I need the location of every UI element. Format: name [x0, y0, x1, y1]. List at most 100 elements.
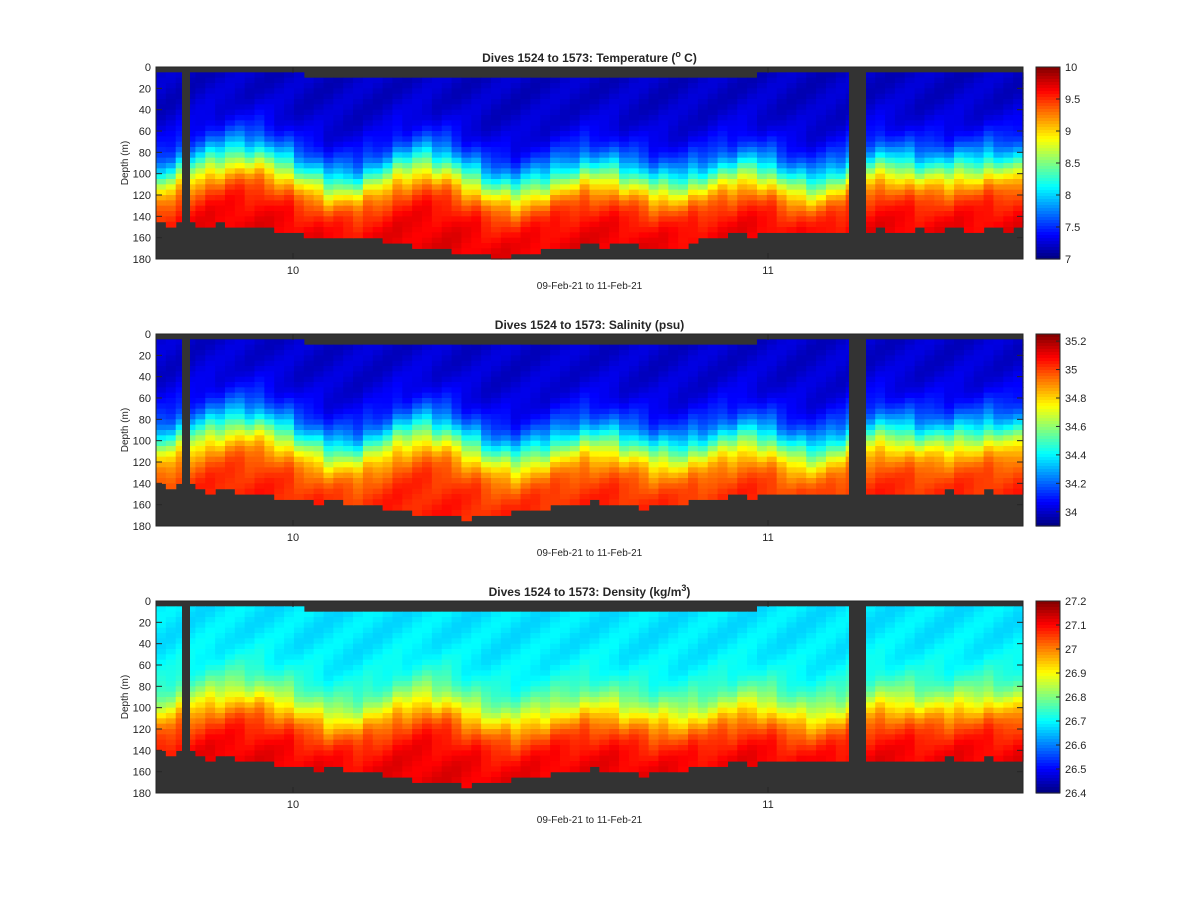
data-cell — [737, 355, 747, 361]
data-cell — [511, 136, 521, 142]
data-cell — [658, 377, 668, 383]
data-cell — [727, 355, 737, 361]
data-column — [934, 72, 944, 233]
data-cell — [205, 382, 215, 388]
data-cell — [629, 142, 639, 148]
data-cell — [718, 473, 728, 479]
data-cell — [225, 211, 235, 217]
data-column — [895, 72, 905, 233]
data-cell — [195, 152, 205, 158]
data-cell — [619, 409, 629, 415]
data-cell — [718, 414, 728, 420]
data-cell — [816, 195, 826, 201]
data-cell — [816, 227, 826, 233]
data-cell — [452, 398, 462, 404]
data-cell — [905, 83, 915, 89]
data-cell — [865, 142, 875, 148]
data-cell — [215, 409, 225, 415]
data-column — [225, 339, 235, 489]
data-cell — [215, 163, 225, 169]
data-cell — [501, 78, 511, 84]
data-cell — [698, 115, 708, 121]
data-cell — [649, 377, 659, 383]
data-cell — [727, 179, 737, 185]
data-cell — [245, 131, 255, 137]
data-cell — [787, 179, 797, 185]
data-cell — [353, 377, 363, 383]
data-cell — [727, 163, 737, 169]
data-cell — [678, 195, 688, 201]
data-cell — [737, 435, 747, 441]
data-cell — [718, 430, 728, 436]
data-cell — [383, 409, 393, 415]
data-cell — [885, 120, 895, 126]
data-cell — [540, 120, 550, 126]
data-cell — [698, 435, 708, 441]
data-cell — [806, 115, 816, 121]
data-cell — [658, 393, 668, 399]
data-cell — [452, 222, 462, 228]
data-cell — [570, 190, 580, 196]
data-cell — [452, 211, 462, 217]
data-cell — [993, 206, 1003, 212]
data-cell — [590, 473, 600, 479]
data-cell — [816, 222, 826, 228]
data-cell — [471, 248, 481, 254]
data-cell — [678, 211, 688, 217]
data-cell — [895, 222, 905, 228]
data-column — [215, 339, 225, 489]
data-cell — [284, 222, 294, 228]
data-cell — [915, 222, 925, 228]
data-cell — [875, 200, 885, 206]
data-cell — [678, 158, 688, 164]
data-cell — [373, 174, 383, 180]
data-cell — [481, 345, 491, 351]
data-cell — [205, 339, 215, 345]
data-cell — [678, 398, 688, 404]
data-cell — [442, 473, 452, 479]
data-cell — [530, 163, 540, 169]
data-cell — [609, 377, 619, 383]
data-cell — [865, 174, 875, 180]
data-cell — [737, 446, 747, 452]
data-cell — [826, 88, 836, 94]
data-cell — [668, 142, 678, 148]
data-cell — [609, 366, 619, 372]
data-cell — [452, 457, 462, 463]
data-cell — [284, 179, 294, 185]
data-cell — [304, 163, 314, 169]
data-cell — [865, 179, 875, 185]
data-cell — [550, 446, 560, 452]
data-cell — [570, 403, 580, 409]
data-cell — [402, 131, 412, 137]
data-cell — [274, 457, 284, 463]
data-cell — [816, 179, 826, 185]
data-cell — [668, 366, 678, 372]
data-cell — [560, 99, 570, 105]
data-cell — [540, 435, 550, 441]
data-cell — [550, 473, 560, 479]
data-cell — [658, 473, 668, 479]
data-cell — [678, 168, 688, 174]
data-cell — [461, 382, 471, 388]
data-cell — [816, 462, 826, 468]
data-cell — [708, 494, 718, 500]
data-cell — [708, 430, 718, 436]
data-cell — [915, 110, 925, 116]
data-cell — [619, 94, 629, 100]
data-cell — [944, 152, 954, 158]
data-cell — [264, 174, 274, 180]
data-cell — [796, 147, 806, 153]
data-cell — [727, 403, 737, 409]
data-cell — [314, 232, 324, 238]
data-cell — [511, 227, 521, 233]
data-cell — [875, 163, 885, 169]
data-cell — [816, 414, 826, 420]
data-cell — [836, 120, 846, 126]
data-cell — [727, 131, 737, 137]
data-cell — [787, 435, 797, 441]
data-cell — [787, 361, 797, 367]
data-cell — [619, 174, 629, 180]
data-cell — [599, 494, 609, 500]
data-cell — [471, 435, 481, 441]
